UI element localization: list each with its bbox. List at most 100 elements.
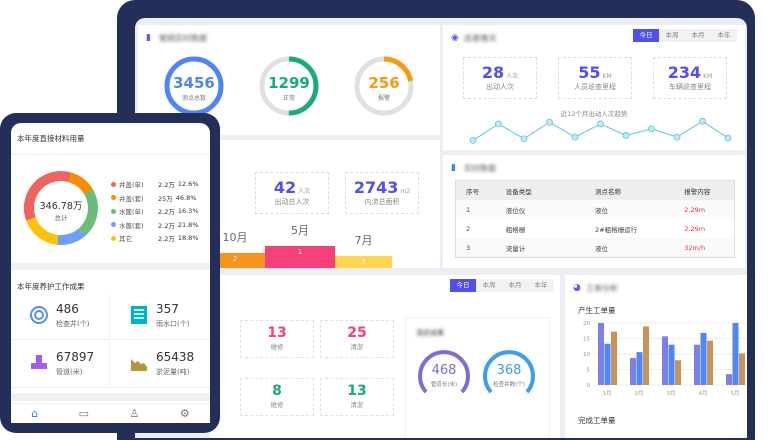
- trend-title: 近12个月出动人次趋势: [560, 110, 628, 118]
- stat-value: 25: [347, 325, 367, 341]
- pipe-realtime-card: ▮ 管网实时数据 3456 测点总数 1299 正常 256 报警: [138, 25, 440, 135]
- rank-month: 7月: [354, 234, 373, 247]
- table-cell: 流量计: [495, 238, 585, 257]
- bar: [636, 352, 643, 385]
- x-tick: 3月: [667, 390, 676, 397]
- donut-slice: [24, 171, 98, 246]
- y-tick: 0: [587, 383, 591, 389]
- bar: [662, 336, 668, 385]
- legend-pct: 18.8%: [177, 234, 199, 242]
- table-header: 报警内容: [674, 181, 734, 200]
- table-row[interactable]: 3 流量计 液位 32m/h: [456, 238, 734, 257]
- bar: [630, 358, 636, 385]
- stat-value: 42: [273, 178, 297, 197]
- phone-screen: 本年度直接材料用量 346.78万 总计 井盖(单) 2.2万 12.6% 井盖(套)…: [11, 123, 210, 423]
- y-tick: 10: [583, 352, 590, 358]
- table-header: 设备类型: [495, 181, 585, 200]
- trend-point: [724, 134, 732, 142]
- legend-name: 水篦(套): [119, 221, 144, 230]
- trend-point: [520, 135, 528, 143]
- gauge-0: 3456 测点总数: [163, 55, 225, 117]
- trend-point: [648, 125, 655, 133]
- gauge-label: 正常: [282, 95, 295, 102]
- stat-unit: m2: [400, 188, 411, 195]
- gauge-label: 检查井数(个): [493, 382, 525, 388]
- tab-3[interactable]: 本年: [711, 29, 737, 42]
- trend-point: [673, 133, 681, 141]
- stat-label: 车辆巡查里程: [669, 83, 711, 91]
- table-cell: 液位: [585, 238, 675, 257]
- eye-icon: ◉: [451, 33, 459, 43]
- tab-0[interactable]: 今日: [450, 279, 476, 292]
- y-tick: 20: [583, 321, 590, 327]
- gauge-value: 368: [496, 363, 522, 378]
- stat-label: 人员巡查里程: [574, 83, 616, 91]
- legend-item: 水篦(单) 2.2万 16.3%: [111, 206, 199, 216]
- gauge-1: 1299 正常: [258, 55, 320, 117]
- settings-icon[interactable]: ⚙: [179, 407, 190, 420]
- y-tick: 5: [587, 368, 591, 374]
- legend-item: 水篦(套) 2.2万 21.8%: [111, 220, 199, 230]
- tab-0[interactable]: 今日: [633, 29, 659, 42]
- realtime-table: 序号 设备类型 测点名称 报警内容 1 液位仪 液位 2.29m 2 粗格栅 2#粗格栅运行 2.29…: [456, 181, 734, 257]
- patrol-stat: 55 KM 人员巡查里程: [558, 57, 632, 99]
- maintenance-card: 今日 本周 本月 本年 13 维修 25 清淤 8 维修 13 清淤 清淤成果 468 管道长(米) 3…: [210, 275, 560, 438]
- materials-donut: [24, 171, 98, 246]
- table-row[interactable]: 1 液位仪 液位 2.29m: [456, 200, 734, 219]
- legend-amount: 2.2万: [158, 208, 175, 216]
- table-row[interactable]: 2 粗格栅 2#粗格栅运行 2.29m: [456, 219, 734, 238]
- bottom-nav: ⌂ ▭ ♙ ⚙: [11, 403, 210, 423]
- tab-2[interactable]: 本月: [685, 29, 711, 42]
- donut-total: 346.78万: [39, 201, 83, 212]
- patrol-card: ◉ 巡查情况 今日 本周 本月 本年 28 人次 出动人次 55 KM 人员巡查里程 234 KM 车辆…: [443, 25, 745, 150]
- rank-bar: 1: [265, 246, 335, 268]
- bar: [700, 332, 707, 385]
- rank-month: 10月: [222, 231, 248, 244]
- stat-value: 28: [481, 63, 505, 82]
- tab-2[interactable]: 本月: [502, 279, 528, 292]
- bar: [604, 343, 611, 385]
- message-icon[interactable]: ▭: [78, 407, 90, 420]
- user-icon[interactable]: ♙: [129, 407, 140, 420]
- x-tick: 1月: [603, 390, 612, 397]
- maintenance-stat: 25 清淤: [320, 320, 394, 358]
- table-header-row: 序号 设备类型 测点名称 报警内容: [456, 181, 734, 200]
- bar: [611, 331, 617, 385]
- legend-pct: 46.8%: [175, 193, 197, 202]
- bar: [643, 326, 649, 385]
- donut-slice: [24, 171, 98, 246]
- pie-chart-icon: ◕: [573, 283, 581, 293]
- result-label: 淤泥量(吨): [156, 368, 190, 376]
- tab-1[interactable]: 本周: [659, 29, 685, 42]
- home-icon[interactable]: ⌂: [31, 407, 39, 420]
- legend-item: 其它 2.2万 18.8%: [111, 233, 199, 243]
- x-tick: 4月: [699, 390, 708, 397]
- stat-label: 维修: [270, 401, 284, 409]
- x-tick: 2月: [635, 390, 644, 397]
- gauge-label: 测点总数: [181, 95, 206, 102]
- gauge-value: 256: [368, 74, 400, 92]
- card-title: 管网实时数据: [159, 34, 207, 43]
- gauge-value: 3456: [173, 74, 215, 92]
- legend-pct: 12.6%: [177, 180, 199, 188]
- results-title: 本年度养护工作成果: [17, 282, 85, 291]
- patrol-stat: 28 人次 出动人次: [463, 57, 537, 99]
- result-value: 67897: [56, 350, 95, 364]
- table-cell: 液位仪: [495, 200, 585, 219]
- tab-1[interactable]: 本周: [476, 279, 502, 292]
- grate-icon: [131, 306, 147, 324]
- tab-3[interactable]: 本年: [528, 279, 554, 292]
- card-title: 巡查情况: [464, 34, 496, 43]
- y-tick: 15: [583, 337, 590, 343]
- stat-label: 维修: [270, 343, 284, 351]
- stat-value: 234: [667, 63, 702, 82]
- trend-point: [469, 136, 477, 144]
- result-label: 雨水口(个): [156, 320, 190, 328]
- table-header: 序号: [456, 181, 496, 200]
- result-cell: 357 雨水口(个): [111, 294, 210, 340]
- rank-month: 5月: [291, 224, 309, 237]
- legend-amount: 2.2万: [158, 181, 175, 189]
- chart-subtitle: 产生工单量: [578, 306, 616, 315]
- legend-name: 井盖(单): [119, 181, 144, 189]
- donut-slice: [24, 171, 98, 246]
